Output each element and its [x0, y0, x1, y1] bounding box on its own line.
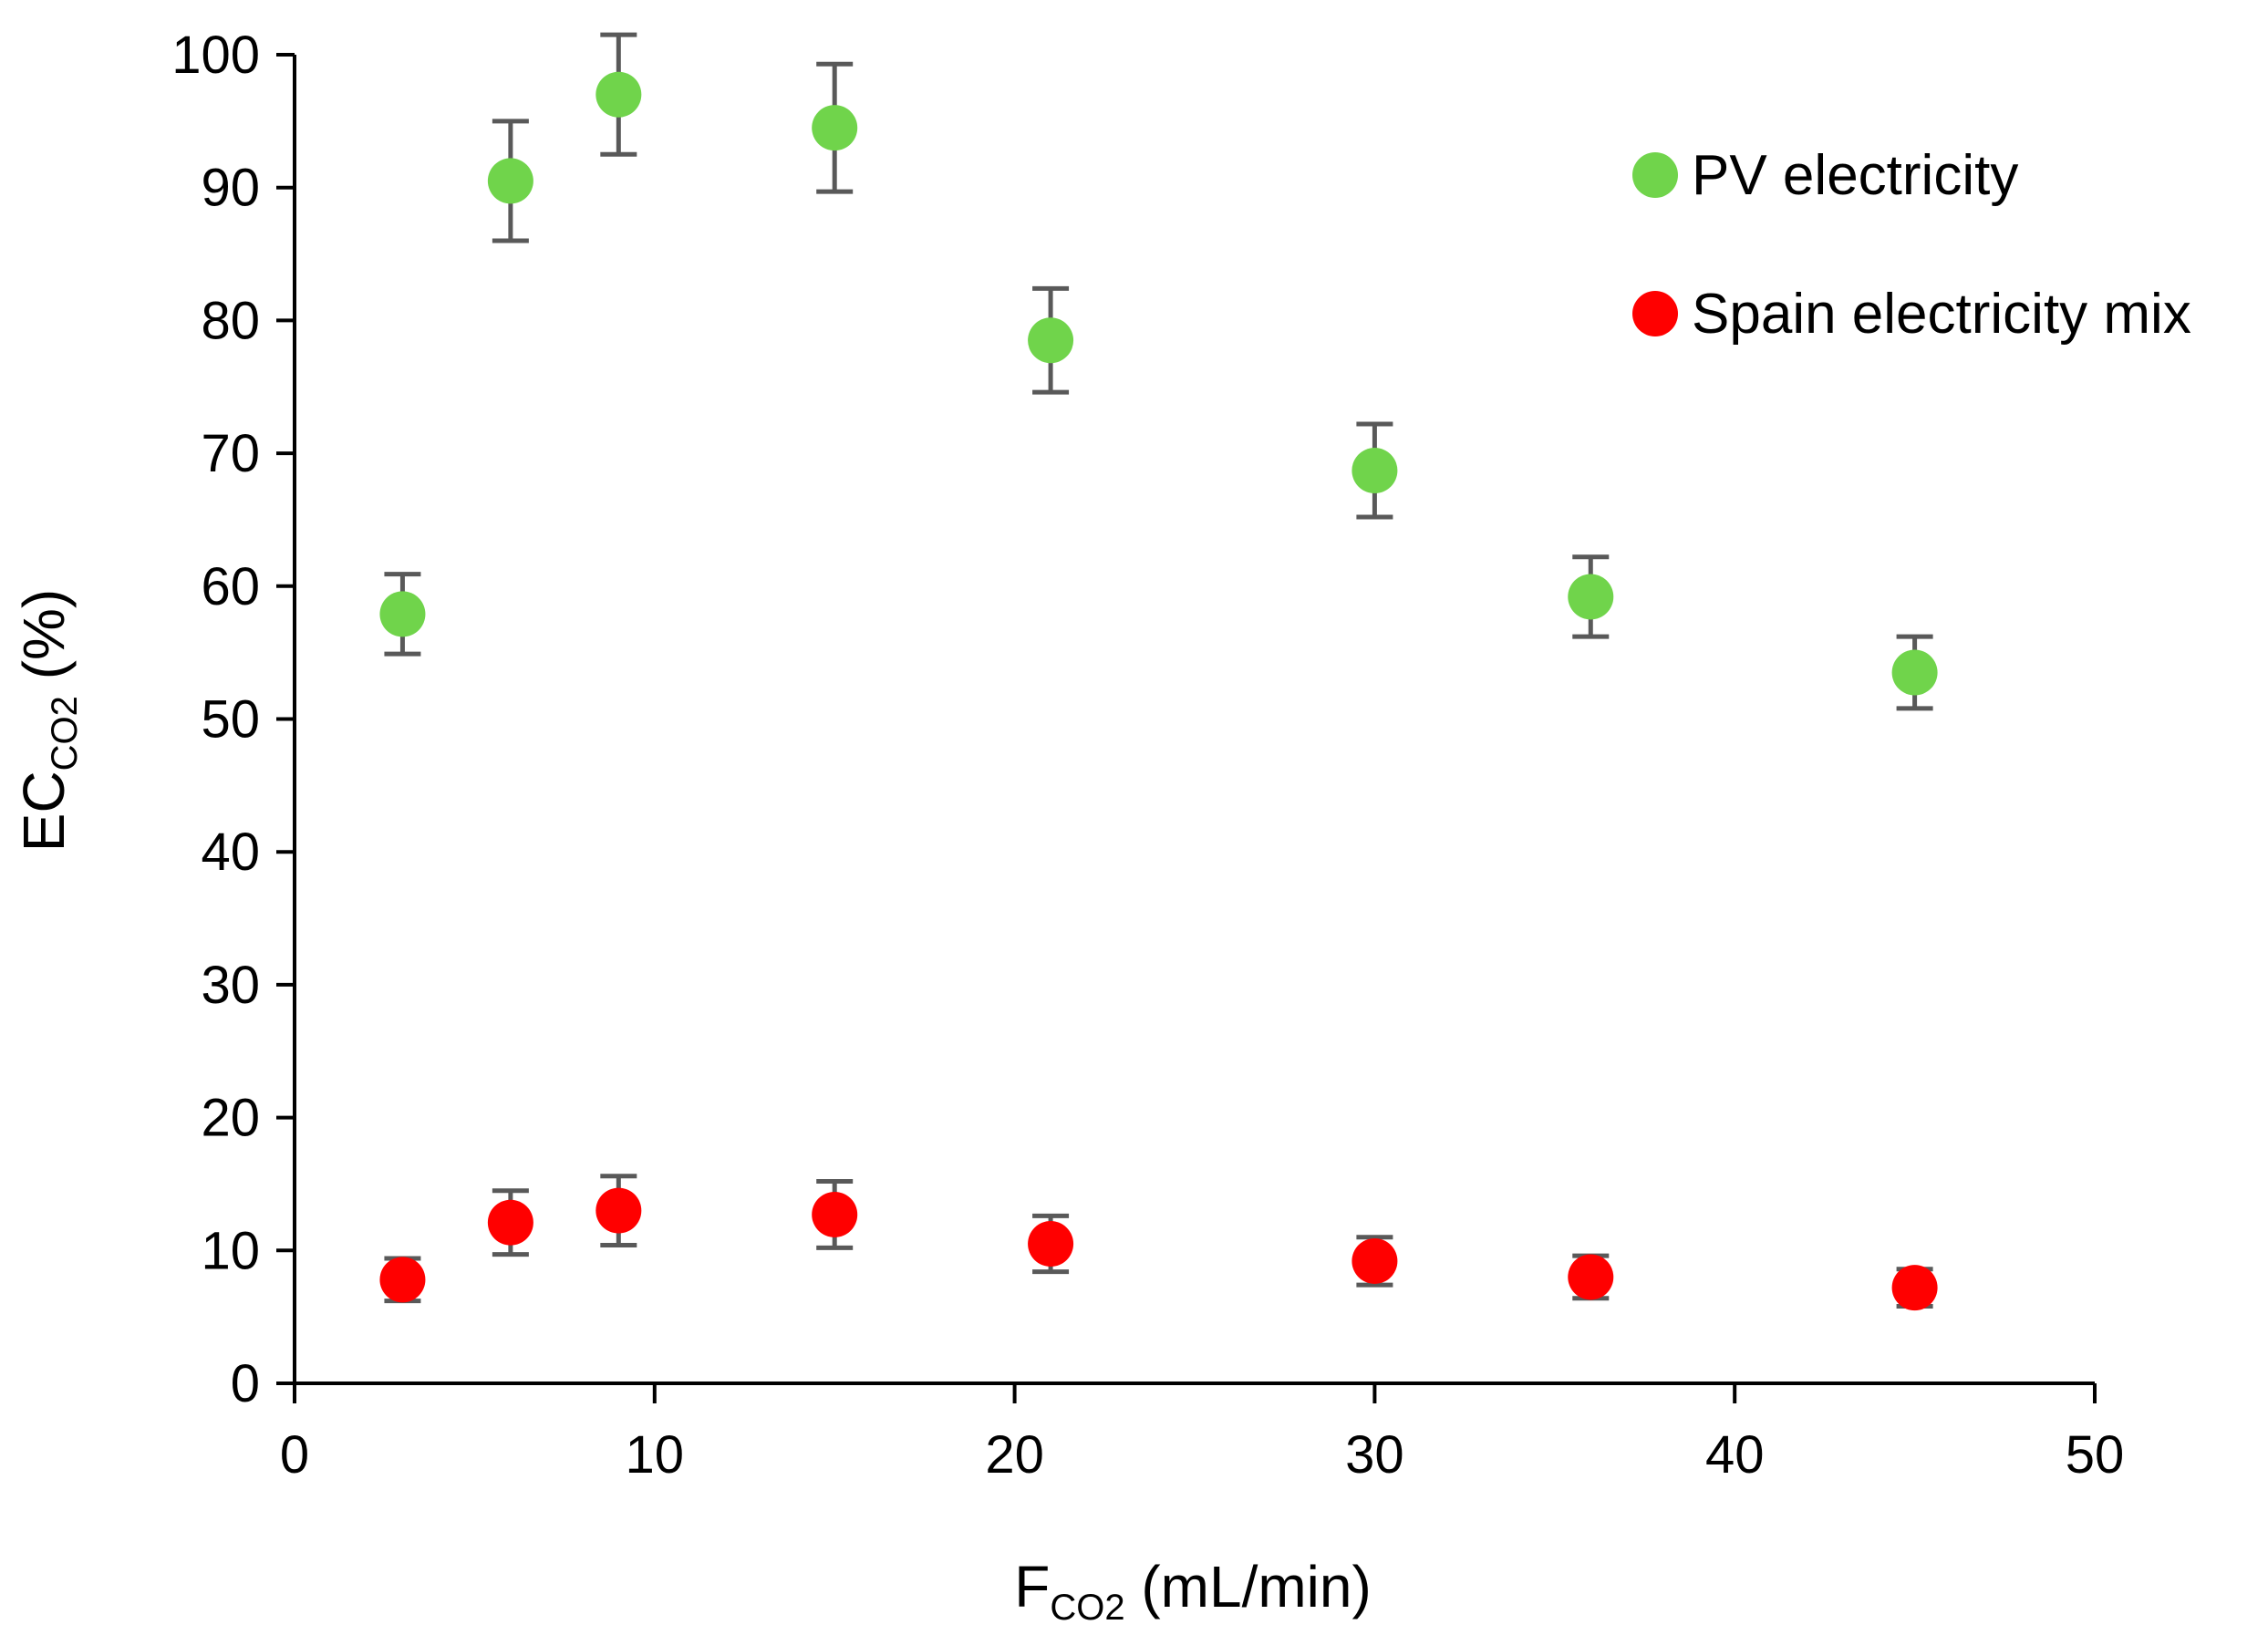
y-axis: 0 10 20 30 40 50 60 70 80 90 100 [171, 26, 296, 1413]
series-pv-electricity [379, 32, 1938, 711]
legend-item: Spain electricity mix [1632, 283, 2191, 346]
data-point [487, 1199, 533, 1246]
y-axis-title-main: EC [11, 771, 77, 852]
y-tick-label: 90 [201, 159, 260, 218]
y-tick-label: 10 [201, 1221, 260, 1280]
y-tick-label: 70 [201, 424, 260, 483]
x-tick-label: 30 [1345, 1425, 1404, 1485]
y-tick-label: 20 [201, 1089, 260, 1148]
legend: PV electricity Spain electricity mix [1632, 144, 2191, 346]
legend-marker [1632, 291, 1678, 336]
data-point [1891, 1265, 1938, 1311]
x-axis-title-main: F [1014, 1554, 1050, 1619]
data-point [595, 1187, 642, 1234]
legend-label: PV electricity [1692, 144, 2018, 207]
x-axis-title-subscript: CO2 [1050, 1588, 1124, 1628]
legend-label: Spain electricity mix [1692, 283, 2191, 346]
x-tick-label: 50 [2066, 1425, 2125, 1485]
data-point [1351, 448, 1398, 494]
x-tick-label: 0 [280, 1425, 309, 1485]
y-axis-title-suffix: (%) [11, 589, 77, 696]
data-point [379, 591, 426, 637]
y-tick-label: 40 [201, 823, 260, 882]
y-tick-label: 60 [201, 557, 260, 616]
y-tick-label: 50 [201, 690, 260, 750]
y-tick-label: 0 [231, 1354, 260, 1413]
legend-marker [1632, 152, 1678, 198]
data-point [595, 71, 642, 118]
x-tick-label: 40 [1705, 1425, 1765, 1485]
legend-item: PV electricity [1632, 144, 2018, 207]
y-axis-title: ECCO2 (%) [11, 589, 85, 852]
data-point [1568, 574, 1614, 620]
data-point [812, 1191, 858, 1237]
x-axis-title-suffix: (mL/min) [1125, 1554, 1372, 1619]
x-tick-label: 10 [626, 1425, 685, 1485]
data-point [1028, 317, 1074, 364]
data-point [1891, 649, 1938, 696]
data-point [379, 1257, 426, 1303]
x-tick-label: 20 [985, 1425, 1044, 1485]
y-tick-label: 100 [171, 26, 260, 85]
y-tick-label: 30 [201, 956, 260, 1015]
y-tick-label: 80 [201, 291, 260, 350]
x-axis-title: FCO2 (mL/min) [1014, 1554, 1372, 1628]
data-point [812, 105, 858, 151]
data-point [1028, 1221, 1074, 1268]
y-axis-title-subscript: CO2 [45, 696, 85, 771]
data-point [487, 158, 533, 204]
x-axis: 0 10 20 30 40 50 [276, 1381, 2125, 1485]
data-series [379, 32, 1938, 1311]
series-spain-electricity-mix [379, 1174, 1938, 1311]
data-point [1351, 1237, 1398, 1284]
data-point [1568, 1254, 1614, 1300]
